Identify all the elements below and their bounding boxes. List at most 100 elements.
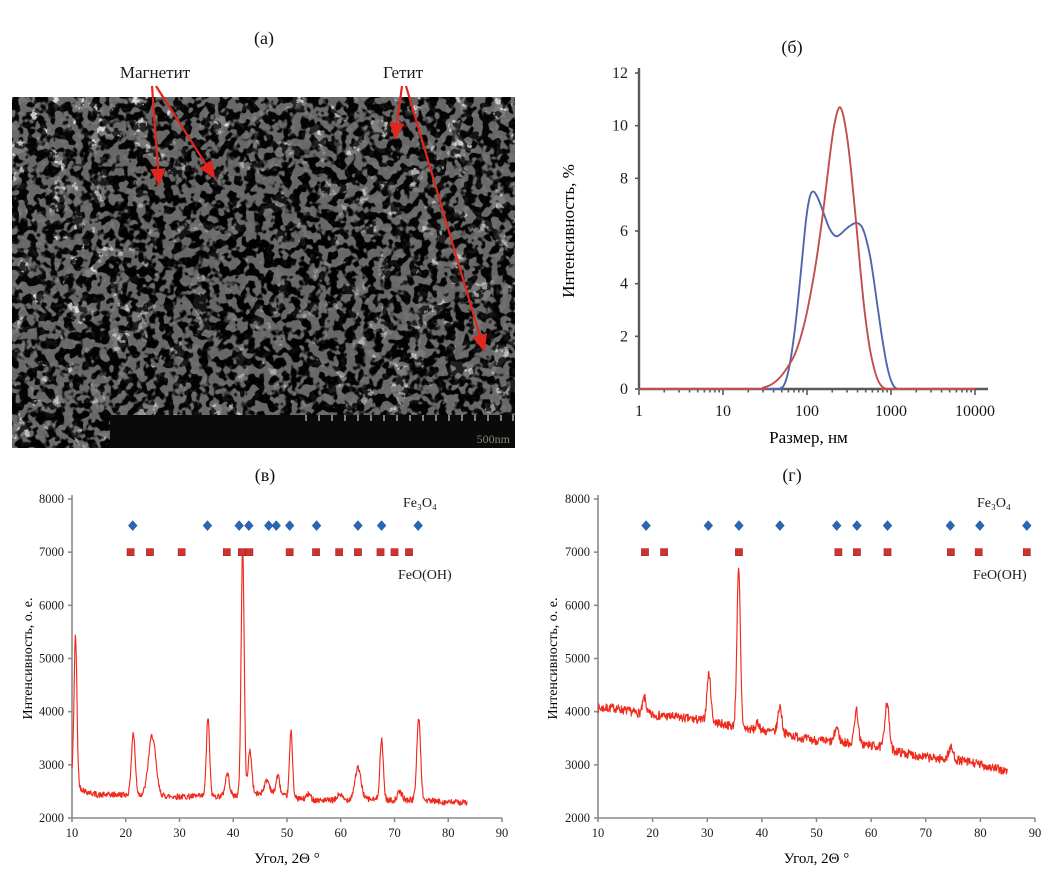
tem-speckle-texture [12, 97, 515, 448]
feooh-square-marker [238, 548, 246, 557]
y-tick-label: 5000 [565, 652, 590, 666]
dls-curve-bimodal-distribution-blue [638, 190, 976, 391]
x-tick-label: 10000 [955, 403, 995, 420]
feooh-square-marker [126, 548, 135, 557]
goethite-label: Гетит [383, 63, 424, 82]
x-tick-label: 20 [120, 826, 133, 840]
x-tick-label: 90 [1029, 826, 1042, 840]
fe3o4-marker-row [128, 520, 423, 531]
y-tick-label: 4000 [565, 705, 590, 719]
x-tick-label: 60 [865, 826, 878, 840]
x-tick-label: 50 [281, 826, 294, 840]
panel-b-title: (б) [781, 37, 802, 58]
y-tick-label: 2000 [565, 811, 590, 825]
xrd-tick-labels: 10 20 30 40 50 60 70 80 90 2000 3000 4000 5000 6000 70… [565, 492, 1041, 840]
dls-tick-labels: 1 10 100 1000 10000 0 2 4 6 8 10 12 [612, 65, 995, 420]
fe3o4-marker-row [641, 520, 1032, 531]
feooh-square-marker [245, 548, 254, 557]
fe3o4-diamond-marker [734, 520, 744, 531]
panel-title: (г) [782, 465, 801, 486]
feooh-square-marker [354, 548, 362, 557]
dls-x-axis-title: Размер, нм [769, 428, 848, 447]
feooh-square-marker [974, 548, 983, 557]
feooh-square-marker [390, 548, 399, 557]
goethite-arrow-1 [389, 85, 405, 141]
dls-size-distribution-chart: (б) 1 10 100 1000 10000 0 2 4 6 8 10 12 Размер, нм Инт… [559, 37, 995, 447]
feooh-marker-row [126, 548, 413, 557]
y-tick-label: 8 [620, 170, 628, 187]
feooh-square-marker [735, 548, 743, 557]
y-tick-label: 6000 [565, 598, 590, 612]
fe3o4-diamond-marker [975, 520, 985, 531]
x-tick-label: 10 [66, 826, 79, 840]
fe3o4-legend-label: Fe₃O₄ [977, 496, 1011, 511]
scale-bar-label: 500nm [477, 432, 511, 446]
x-tick-label: 1 [635, 403, 643, 420]
tem-image-area [12, 97, 515, 448]
x-tick-label: 10 [715, 403, 731, 420]
y-tick-label: 5000 [39, 652, 64, 666]
xrd-axes [68, 495, 503, 822]
y-tick-label: 4000 [39, 705, 64, 719]
fe3o4-legend-label: Fe₃O₄ [403, 496, 437, 511]
feooh-square-marker [883, 548, 892, 557]
x-tick-label: 80 [442, 826, 455, 840]
feooh-square-marker [405, 548, 413, 557]
fe3o4-diamond-marker [413, 520, 423, 531]
dls-y-axis-title: Интенсивность, % [559, 164, 578, 298]
x-tick-label: 70 [920, 826, 933, 840]
fe3o4-diamond-marker [234, 520, 244, 531]
x-tick-label: 40 [227, 826, 240, 840]
fe3o4-diamond-marker [202, 520, 213, 531]
y-tick-label: 8000 [39, 492, 64, 506]
y-tick-label: 12 [612, 65, 628, 82]
fe3o4-diamond-marker [244, 520, 254, 531]
feooh-square-marker [177, 548, 186, 557]
xrd-y-axis-title: Интенсивность, о. е. [21, 597, 36, 719]
xrd-chart-annealed: (г) 10 20 30 40 50 60 70 80 90 2000 3000 4000 5000 600… [546, 465, 1041, 867]
fe3o4-diamond-marker [831, 520, 842, 531]
feooh-square-marker [376, 548, 385, 557]
feooh-square-marker [222, 548, 231, 557]
scale-bar: 500nm [110, 415, 515, 448]
fe3o4-diamond-marker [271, 520, 281, 531]
y-tick-label: 6000 [39, 598, 64, 612]
xrd-trace [71, 548, 468, 806]
feooh-marker-row [641, 548, 1031, 557]
y-tick-label: 3000 [39, 758, 64, 772]
xrd-x-axis-title: Угол, 2Θ ° [784, 851, 849, 867]
feooh-square-marker [660, 548, 668, 557]
x-tick-label: 30 [701, 826, 714, 840]
dls-axes [637, 68, 988, 391]
xrd-chart-coprecipitation: (в) 10 20 30 40 50 60 70 80 90 2000 3000 4000 5000 600… [21, 465, 508, 867]
x-tick-label: 10 [592, 826, 605, 840]
fe3o4-diamond-marker [882, 520, 893, 531]
feooh-square-marker [312, 548, 320, 557]
feooh-square-marker [834, 548, 843, 557]
goethite-arrow-2 [404, 85, 488, 353]
magnetite-arrow-1 [150, 85, 166, 187]
feooh-square-marker [146, 548, 154, 557]
dls-curve-unimodal-distribution-orange [638, 106, 975, 391]
panel-a-title: (а) [254, 28, 274, 48]
feooh-square-marker [1022, 548, 1031, 557]
x-tick-label: 90 [496, 826, 509, 840]
magnetite-label: Магнетит [120, 63, 191, 82]
panel-title: (в) [255, 465, 276, 486]
feooh-square-marker [641, 548, 649, 557]
y-tick-label: 4 [620, 276, 628, 293]
fe3o4-diamond-marker [703, 520, 714, 531]
magnetite-arrow-2 [155, 85, 216, 179]
fe3o4-diamond-marker [945, 520, 956, 531]
x-tick-label: 30 [173, 826, 186, 840]
y-tick-label: 2 [620, 328, 628, 345]
x-tick-label: 70 [388, 826, 401, 840]
xrd-axes [594, 495, 1036, 822]
fe3o4-diamond-marker [353, 520, 363, 531]
xrd-tick-labels: 10 20 30 40 50 60 70 80 90 2000 3000 4000 5000 6000 70… [39, 492, 508, 840]
fe3o4-diamond-marker [641, 520, 651, 531]
x-tick-label: 40 [756, 826, 769, 840]
xrd-y-axis-title: Интенсивность, о. е. [546, 597, 561, 719]
tem-micrograph-panel: 500nm Магнетит Гетит [12, 63, 515, 448]
y-tick-label: 3000 [565, 758, 590, 772]
